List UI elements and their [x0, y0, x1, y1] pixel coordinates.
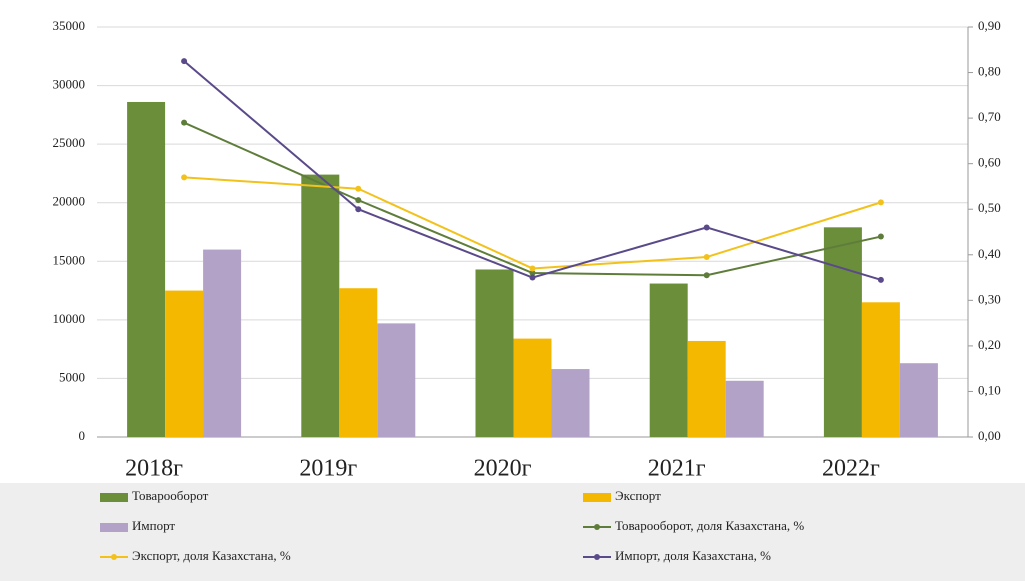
line-marker [355, 197, 362, 204]
bar [475, 269, 514, 437]
bar [513, 338, 552, 437]
y2-tick-label: 0,60 [978, 155, 1001, 170]
x-tick-label: 2018г [125, 456, 183, 482]
x-tick-label: 2021г [648, 456, 706, 482]
line-marker [181, 58, 188, 65]
bar [551, 369, 590, 437]
line-marker [529, 274, 536, 281]
line-series [184, 176, 882, 270]
y-tick-label: 20000 [53, 194, 86, 209]
x-tick-label: 2019г [299, 456, 357, 482]
y2-tick-label: 0,50 [978, 200, 1001, 215]
bar [899, 363, 938, 437]
line-series [183, 121, 882, 277]
bar [861, 302, 900, 437]
legend-swatch [583, 493, 611, 502]
line-series [183, 60, 882, 281]
y2-tick-label: 0,80 [978, 64, 1001, 79]
legend-swatch [100, 493, 128, 502]
y-tick-label: 35000 [53, 18, 86, 33]
y-tick-label: 25000 [53, 135, 86, 150]
legend-label: Экспорт [615, 488, 661, 503]
x-tick-label: 2022г [822, 456, 880, 482]
legend-swatch [111, 554, 117, 560]
line-marker [703, 272, 710, 279]
line-marker [181, 174, 188, 181]
legend-label: Экспорт, доля Казахстана, % [132, 548, 291, 563]
legend-swatch [594, 524, 600, 530]
bar [127, 101, 166, 437]
bar [339, 288, 378, 437]
bar [687, 340, 726, 437]
y2-tick-label: 0,30 [978, 291, 1001, 306]
line-marker [529, 265, 536, 272]
bar [377, 323, 416, 437]
line-marker [703, 224, 710, 231]
legend-swatch [100, 523, 128, 532]
line-marker [877, 199, 884, 206]
legend-label: Импорт, доля Казахстана, % [615, 548, 771, 563]
y2-tick-label: 0,10 [978, 382, 1001, 397]
y-tick-label: 15000 [53, 252, 86, 267]
legend-swatch [594, 554, 600, 560]
line-marker [181, 119, 188, 126]
y-tick-label: 30000 [53, 77, 86, 92]
bar [203, 249, 242, 437]
y-tick-label: 5000 [59, 369, 85, 384]
legend-background [0, 483, 1025, 581]
y-tick-label: 0 [79, 428, 86, 443]
line-marker [529, 270, 536, 276]
line-marker [703, 254, 710, 261]
bar [165, 290, 204, 437]
line-marker [355, 206, 362, 213]
bar [725, 380, 764, 437]
y2-tick-label: 0,40 [978, 246, 1001, 261]
y2-tick-label: 0,20 [978, 337, 1001, 352]
bar [823, 227, 862, 437]
bar [301, 174, 340, 437]
legend-label: Импорт [132, 518, 175, 533]
y2-tick-label: 0,00 [978, 428, 1001, 443]
y-tick-label: 10000 [53, 311, 86, 326]
x-tick-label: 2020г [474, 456, 532, 482]
bar [649, 283, 688, 437]
line-marker [877, 233, 884, 240]
line-marker [877, 276, 884, 283]
legend-label: Товарооборот [132, 488, 209, 503]
line-marker [355, 185, 362, 192]
y2-tick-label: 0,70 [978, 109, 1001, 124]
y2-tick-label: 0,90 [978, 18, 1001, 33]
legend-label: Товарооборот, доля Казахстана, % [615, 518, 804, 533]
